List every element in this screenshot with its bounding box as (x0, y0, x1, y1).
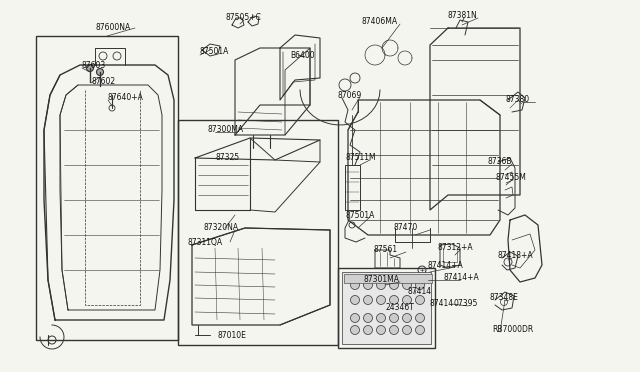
Text: 87640+A: 87640+A (108, 93, 144, 103)
Text: 87414: 87414 (430, 299, 454, 308)
Text: 87418+A: 87418+A (497, 250, 532, 260)
Text: 87348E: 87348E (490, 294, 519, 302)
Text: RB7000DR: RB7000DR (492, 326, 533, 334)
Text: 87470: 87470 (393, 224, 417, 232)
Circle shape (390, 280, 399, 289)
Bar (344, 274, 432, 283)
Circle shape (351, 295, 360, 305)
Circle shape (364, 326, 372, 334)
Circle shape (390, 314, 399, 323)
Text: 87414: 87414 (408, 288, 432, 296)
Text: 87300MA: 87300MA (208, 125, 244, 135)
Text: 87511M: 87511M (346, 154, 376, 163)
Text: 87069: 87069 (338, 90, 362, 99)
Text: 87320NA: 87320NA (204, 224, 239, 232)
Text: 87505+C: 87505+C (226, 13, 262, 22)
Text: 87301MA: 87301MA (364, 276, 400, 285)
Text: 87602: 87602 (91, 77, 115, 87)
Bar (342, 272, 431, 344)
Bar (345, 165, 360, 210)
Circle shape (351, 314, 360, 323)
Circle shape (376, 326, 385, 334)
Circle shape (97, 68, 104, 76)
Circle shape (376, 295, 385, 305)
Text: 87010E: 87010E (218, 330, 247, 340)
Bar (178, 120, 338, 345)
Text: 87603: 87603 (82, 61, 106, 70)
Circle shape (364, 280, 372, 289)
Text: 24346T: 24346T (386, 304, 415, 312)
Text: 87380: 87380 (505, 96, 529, 105)
Circle shape (376, 280, 385, 289)
Text: 87600NA: 87600NA (95, 23, 131, 32)
Bar (338, 268, 435, 348)
Circle shape (376, 314, 385, 323)
Circle shape (403, 326, 412, 334)
Circle shape (351, 280, 360, 289)
Circle shape (86, 64, 93, 71)
Circle shape (403, 280, 412, 289)
Text: 8736B: 8736B (488, 157, 513, 167)
Text: 87455M: 87455M (496, 173, 527, 183)
Text: 87311QA: 87311QA (188, 237, 223, 247)
Circle shape (403, 295, 412, 305)
Text: 87501A: 87501A (200, 48, 229, 57)
Circle shape (390, 326, 399, 334)
Circle shape (390, 295, 399, 305)
Text: 87325: 87325 (215, 154, 239, 163)
Circle shape (415, 295, 424, 305)
Bar (36, 36, 178, 340)
Circle shape (415, 314, 424, 323)
Circle shape (415, 326, 424, 334)
Text: 87414+A: 87414+A (427, 260, 463, 269)
Circle shape (403, 314, 412, 323)
Circle shape (364, 314, 372, 323)
Text: 87501A: 87501A (346, 211, 376, 219)
Text: 07395: 07395 (454, 299, 478, 308)
Text: 87312+A: 87312+A (437, 244, 472, 253)
Text: 87406MA: 87406MA (362, 17, 398, 26)
Text: 87414+A: 87414+A (443, 273, 479, 282)
Text: 87381N: 87381N (448, 12, 477, 20)
Circle shape (364, 295, 372, 305)
Text: B6400: B6400 (290, 51, 315, 60)
Circle shape (415, 280, 424, 289)
Text: 87561: 87561 (373, 246, 397, 254)
Circle shape (351, 326, 360, 334)
